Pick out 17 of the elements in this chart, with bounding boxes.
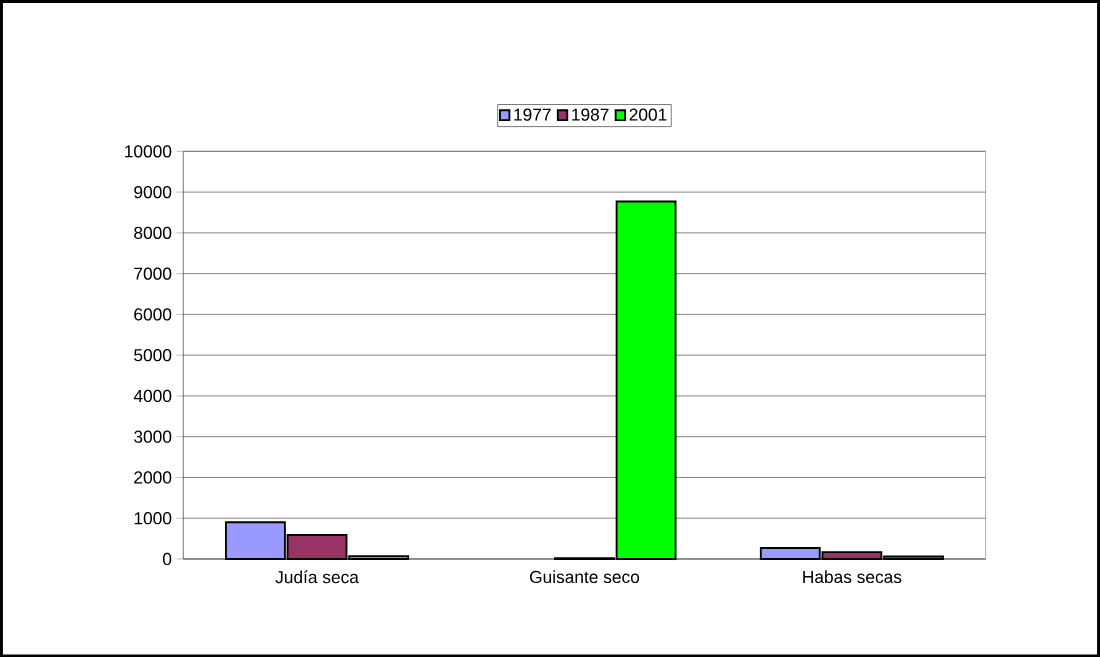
y-tick-label: 2000	[134, 471, 172, 484]
legend-label: 2001	[629, 108, 667, 121]
x-tick-label: Habas secas	[803, 570, 902, 583]
y-tick-label: 4000	[133, 389, 172, 402]
legend-label: 1987	[572, 108, 609, 121]
legend-label: 1977	[514, 108, 551, 121]
x-tick-label: Guisante seco	[529, 570, 640, 583]
x-tick-label: Judía seca	[275, 570, 359, 584]
y-tick-label: 8000	[134, 226, 172, 239]
y-tick-label: 5000	[134, 348, 172, 362]
y-tick-label: 0	[162, 552, 172, 565]
y-tick-label: 6000	[134, 308, 172, 321]
y-tick-label: 1000	[134, 511, 172, 525]
y-tick-label: 10000	[125, 145, 172, 158]
y-tick-label: 9000	[134, 185, 172, 199]
y-tick-label: 7000	[134, 267, 172, 280]
y-tick-label: 3000	[134, 430, 172, 443]
